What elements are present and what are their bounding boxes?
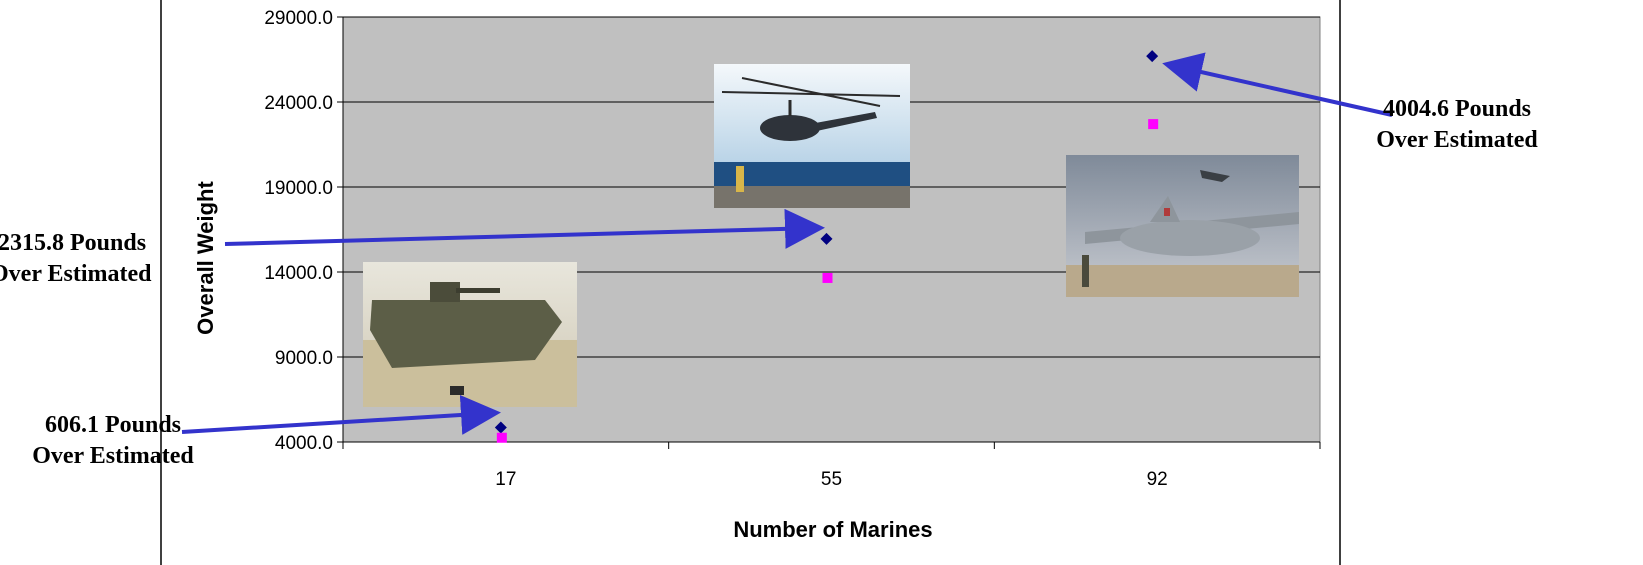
cargo-plane-photo — [1066, 155, 1299, 297]
annotation-2-line-2: Over Estimated — [0, 261, 152, 287]
annotation-1-line-2: Over Estimated — [32, 443, 194, 469]
data-point-square — [496, 432, 507, 443]
y-tick-label: 9000.0 — [275, 348, 333, 369]
x-tick-label: 17 — [495, 469, 516, 490]
y-tick-label: 19000.0 — [264, 178, 333, 199]
x-tick-label: 92 — [1147, 469, 1168, 490]
y-tick-labels: 4000.0 9000.0 14000.0 19000.0 24000.0 29000.0 — [264, 8, 333, 454]
annotation-arrow — [1162, 52, 1393, 117]
data-point-diamond — [1146, 50, 1159, 63]
annotation-label-1: 606.1 Pounds Over Estimated — [8, 410, 218, 472]
x-tick-labels: 17 55 92 — [495, 469, 1167, 490]
amphibious-vehicle-photo — [363, 262, 577, 407]
y-tick-label: 29000.0 — [264, 8, 333, 29]
helicopter-photo — [714, 64, 910, 208]
y-tick-label: 24000.0 — [264, 93, 333, 114]
annotation-label-3: 4004.6 Pounds Over Estimated — [1357, 94, 1557, 156]
y-tick-label: 14000.0 — [264, 263, 333, 284]
x-tick-label: 55 — [821, 469, 842, 490]
annotation-3-line-1: 4004.6 Pounds — [1382, 96, 1532, 122]
annotation-2-line-1: 2315.8 Pounds — [0, 230, 147, 256]
x-axis-title: Number of Marines — [733, 517, 932, 542]
data-point-square — [1148, 119, 1159, 130]
annotation-arrow — [224, 208, 825, 249]
annotation-3-line-2: Over Estimated — [1376, 127, 1538, 153]
data-point-square — [822, 272, 833, 283]
annotation-label-2: 2315.8 Pounds Over Estimated — [0, 228, 200, 290]
annotation-1-line-1: 606.1 Pounds — [44, 412, 182, 438]
annotations — [181, 52, 1393, 435]
annotation-arrow — [181, 394, 501, 435]
y-axis-title: Overall Weight — [193, 181, 218, 335]
y-tick-label: 4000.0 — [275, 433, 333, 454]
